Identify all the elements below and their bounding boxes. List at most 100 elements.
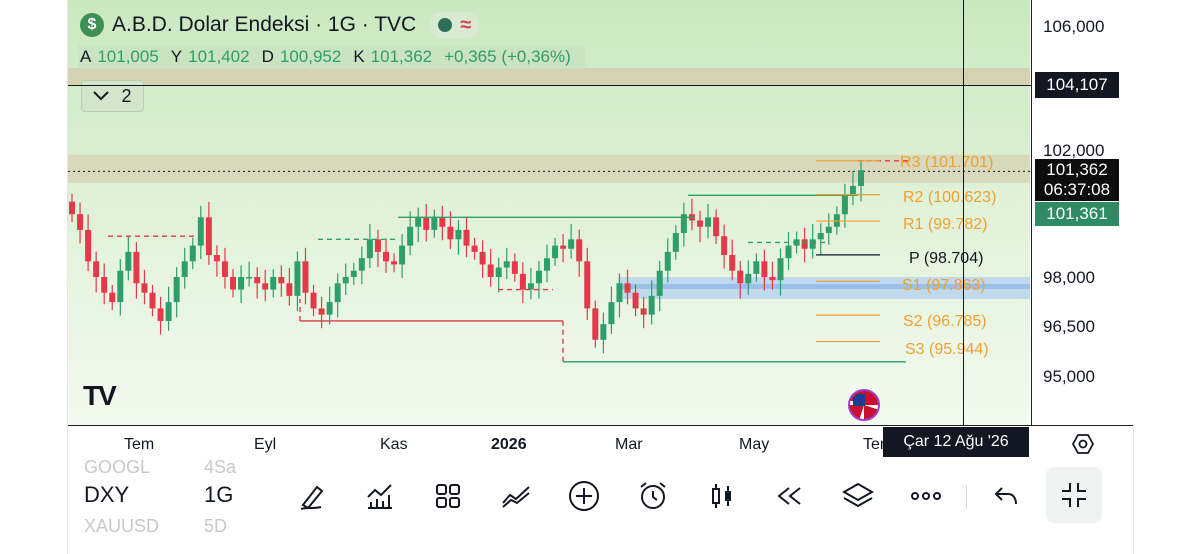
market-status-pill[interactable]: ≈ bbox=[430, 11, 480, 39]
price-tick: 102,000 bbox=[1043, 141, 1105, 160]
candle-body bbox=[817, 233, 824, 240]
pivot-label-r3: R3 (101.701) bbox=[900, 154, 994, 171]
candle-body bbox=[680, 214, 687, 234]
grid-icon bbox=[436, 484, 460, 508]
ghost-symbol-below: XAUUSD bbox=[84, 516, 160, 536]
replay-button[interactable] bbox=[769, 476, 809, 516]
candle-body bbox=[737, 270, 744, 284]
candle-body bbox=[189, 245, 196, 262]
upper-resistance-zone bbox=[68, 68, 1030, 86]
add-button[interactable] bbox=[564, 476, 604, 516]
settings-icon[interactable] bbox=[1072, 433, 1094, 455]
candle-body bbox=[350, 270, 357, 277]
chart-area[interactable] bbox=[68, 0, 1030, 425]
candle-body bbox=[721, 236, 728, 256]
candle-body bbox=[181, 261, 188, 277]
compare-button[interactable] bbox=[496, 476, 536, 516]
candle-body bbox=[519, 273, 526, 290]
ohlc-legend: A 101,005 Y 101,402 D 100,952 K 101,362 +0,3… bbox=[78, 45, 585, 69]
candle-body bbox=[69, 201, 75, 215]
us-flag-icon[interactable] bbox=[848, 389, 880, 421]
open-label: A bbox=[80, 47, 92, 66]
collapse-icon bbox=[1062, 483, 1086, 507]
indicators-button[interactable] bbox=[360, 476, 400, 516]
compare-icon bbox=[502, 486, 530, 508]
symbol-selector[interactable]: DXY bbox=[84, 482, 130, 507]
candle-body bbox=[286, 283, 293, 296]
candle-body bbox=[101, 277, 108, 293]
candle-body bbox=[769, 277, 776, 281]
candle-body bbox=[624, 283, 631, 293]
candle-body bbox=[713, 217, 720, 237]
pivot-label-r1: R1 (99.782) bbox=[903, 216, 988, 233]
candle-body bbox=[133, 251, 140, 284]
candle-body bbox=[270, 277, 277, 290]
candle-body bbox=[125, 251, 132, 271]
candle-body bbox=[592, 308, 599, 340]
candle-body bbox=[439, 217, 446, 227]
candle-body bbox=[696, 220, 703, 227]
candle-body bbox=[463, 229, 470, 246]
bar-countdown: 06:37:08 bbox=[1043, 180, 1111, 199]
candle-body bbox=[648, 295, 655, 315]
alarm-clock-icon bbox=[640, 482, 666, 509]
high-value: 101,402 bbox=[188, 47, 250, 66]
candle-body bbox=[262, 283, 269, 290]
interval-selector[interactable]: 1G bbox=[204, 482, 234, 507]
candle-body bbox=[761, 261, 768, 277]
chevron-down-icon bbox=[93, 91, 110, 101]
candle-body bbox=[527, 283, 534, 290]
close-value: 101,362 bbox=[370, 47, 433, 66]
candle-body bbox=[77, 214, 84, 230]
candle-body bbox=[366, 239, 373, 259]
bid-price-box: 101,361 bbox=[1035, 202, 1119, 226]
tradingview-logo[interactable]: TV bbox=[83, 380, 117, 411]
candle-body bbox=[342, 277, 349, 284]
candle-body bbox=[447, 226, 454, 240]
object-tree-button[interactable] bbox=[838, 476, 878, 516]
fullscreen-exit-button[interactable] bbox=[1046, 467, 1102, 523]
candle-body bbox=[487, 264, 494, 277]
wave-icon: ≈ bbox=[460, 13, 472, 36]
alert-button[interactable] bbox=[633, 476, 673, 516]
symbol-title[interactable]: A.B.D. Dolar Endeksi · 1G · TVC bbox=[112, 13, 417, 36]
candle-body bbox=[246, 277, 253, 279]
price-tick: 96,500 bbox=[1043, 317, 1095, 336]
candle-body bbox=[841, 195, 848, 215]
candle-body bbox=[302, 261, 309, 293]
candle-body bbox=[221, 261, 228, 277]
chart-type-button[interactable] bbox=[702, 476, 742, 516]
candle-body bbox=[310, 292, 317, 309]
dollar-icon: $ bbox=[80, 13, 104, 37]
candle-body bbox=[616, 283, 623, 303]
price-tick: 106,000 bbox=[1043, 17, 1105, 36]
crosshair-vertical-line bbox=[963, 0, 964, 425]
high-label: Y bbox=[170, 47, 183, 66]
time-tick: Eyl bbox=[254, 436, 277, 453]
undo-icon bbox=[994, 487, 1017, 505]
undo-button[interactable] bbox=[986, 476, 1026, 516]
drawing-tool-button[interactable] bbox=[292, 476, 332, 516]
symbol-header[interactable]: $ A.B.D. Dolar Endeksi · 1G · TVC ≈ bbox=[80, 10, 480, 40]
layout-button[interactable] bbox=[428, 476, 468, 516]
last-price-value: 101,362 bbox=[1046, 160, 1108, 179]
candle-body bbox=[503, 261, 510, 268]
candle-body bbox=[230, 277, 237, 290]
candle-body bbox=[294, 261, 301, 296]
candle-body bbox=[511, 261, 518, 274]
candle-body bbox=[165, 302, 172, 321]
pivot-label-r2: R2 (100.623) bbox=[903, 189, 997, 206]
candle-body bbox=[600, 324, 607, 340]
candle-body bbox=[157, 308, 164, 321]
price-chart[interactable] bbox=[68, 0, 1030, 425]
time-tick: 2026 bbox=[491, 436, 527, 453]
last-price-box: 101,362 06:37:08 bbox=[1035, 159, 1119, 201]
candle-body bbox=[777, 258, 784, 281]
candle-body bbox=[568, 239, 575, 249]
more-button[interactable] bbox=[906, 476, 946, 516]
crosshair-date-label: Çar 12 Ağu '26 bbox=[883, 427, 1029, 457]
candle-body bbox=[640, 308, 647, 315]
left-border bbox=[67, 0, 68, 554]
candle-body bbox=[431, 217, 438, 230]
